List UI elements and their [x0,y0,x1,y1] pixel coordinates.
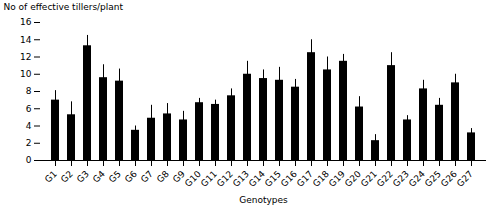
svg-text:G24: G24 [407,169,427,189]
svg-text:G26: G26 [439,169,459,189]
svg-text:No of effective tillers/plant: No of effective tillers/plant [4,2,124,12]
svg-text:G19: G19 [327,169,347,189]
svg-text:4: 4 [26,121,32,131]
svg-text:G15: G15 [263,169,283,189]
svg-text:G10: G10 [183,169,203,189]
svg-text:G14: G14 [247,169,267,189]
svg-text:G23: G23 [391,169,411,189]
svg-text:G6: G6 [123,169,139,185]
svg-text:14: 14 [20,35,32,45]
svg-text:G4: G4 [91,169,107,185]
svg-text:G7: G7 [139,169,155,185]
svg-text:G27: G27 [455,169,475,189]
svg-text:G9: G9 [170,168,187,185]
svg-text:2: 2 [26,138,32,148]
svg-text:G16: G16 [279,169,299,189]
svg-text:G12: G12 [215,169,235,189]
svg-text:10: 10 [20,69,32,79]
svg-text:G8: G8 [155,169,171,185]
svg-text:8: 8 [26,86,32,96]
svg-text:G13: G13 [231,169,251,189]
svg-text:G3: G3 [75,169,91,185]
svg-text:G18: G18 [311,169,331,189]
svg-text:0: 0 [26,155,32,165]
svg-text:G20: G20 [343,169,363,189]
svg-text:G17: G17 [295,169,315,189]
svg-text:G5: G5 [107,169,123,185]
svg-text:G1: G1 [43,169,59,185]
svg-text:6: 6 [26,104,32,114]
svg-text:Genotypes: Genotypes [239,195,288,205]
svg-text:G25: G25 [423,169,443,189]
svg-text:G21: G21 [359,169,379,189]
svg-text:G22: G22 [375,169,395,189]
svg-text:G2: G2 [59,169,75,185]
svg-text:16: 16 [20,17,32,27]
svg-text:G11: G11 [199,169,219,189]
svg-text:12: 12 [20,52,31,62]
